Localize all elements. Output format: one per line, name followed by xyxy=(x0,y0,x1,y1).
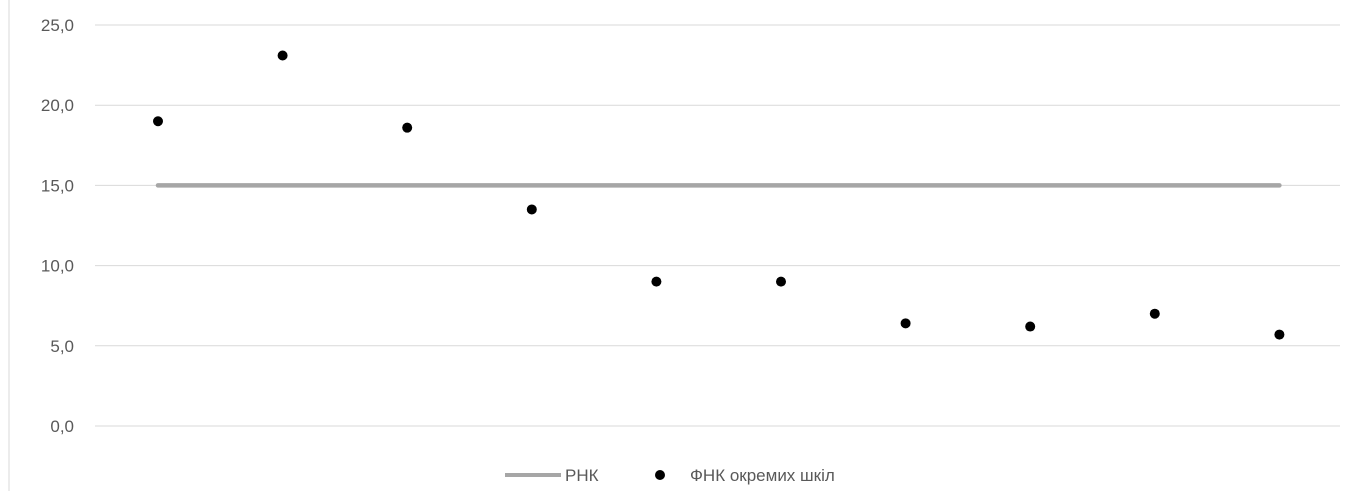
fnk-point xyxy=(900,318,911,329)
y-tick-label: 0,0 xyxy=(50,417,74,436)
y-tick-label: 25,0 xyxy=(41,16,74,35)
legend-label-rnk: РНК xyxy=(565,466,599,485)
fnk-point xyxy=(277,50,288,61)
fnk-point xyxy=(651,276,662,287)
fnk-point xyxy=(776,276,786,287)
gridlines xyxy=(95,24,1340,427)
legend-label-fnk: ФНК окремих шкіл xyxy=(690,466,835,485)
fnk-point xyxy=(402,122,413,133)
y-tick-label: 10,0 xyxy=(41,257,74,276)
series xyxy=(153,50,1285,340)
fnk-point xyxy=(1274,329,1285,340)
legend: РНК ФНК окремих шкіл xyxy=(505,466,835,485)
fnk-point xyxy=(153,116,163,127)
fnk-point xyxy=(1025,321,1036,332)
y-tick-label: 5,0 xyxy=(50,337,74,356)
fnk-point xyxy=(1149,308,1160,319)
y-tick-label: 15,0 xyxy=(41,176,74,195)
y-tick-label: 20,0 xyxy=(41,96,74,115)
legend-swatch-fnk xyxy=(655,470,665,480)
fnk-point xyxy=(526,204,537,215)
y-axis-ticks: 0,0 5,0 10,0 15,0 20,0 25,0 xyxy=(41,16,74,436)
